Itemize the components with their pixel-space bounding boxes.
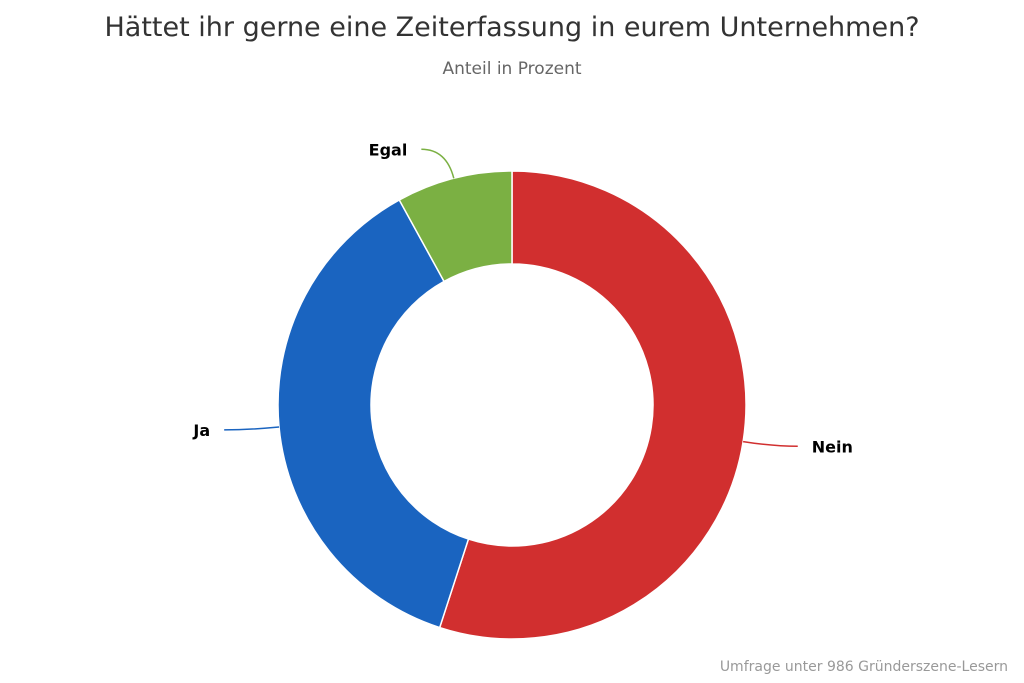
slice-egal[interactable] [398, 170, 513, 283]
connector-nein [743, 440, 798, 448]
label-ja: Ja [192, 421, 210, 440]
connector-egal [421, 148, 455, 179]
chart-subtitle: Anteil in Prozent [442, 59, 582, 79]
chart-title: Hättet ihr gerne eine Zeiterfassung in e… [104, 12, 920, 43]
label-egal: Egal [369, 140, 408, 159]
chart-credits: Umfrage unter 986 Gründerszene-Lesern [719, 659, 1008, 675]
label-nein: Nein [812, 437, 853, 456]
slice-ja[interactable] [277, 198, 470, 629]
connector-ja [224, 426, 280, 431]
slice-nein[interactable] [438, 170, 747, 640]
